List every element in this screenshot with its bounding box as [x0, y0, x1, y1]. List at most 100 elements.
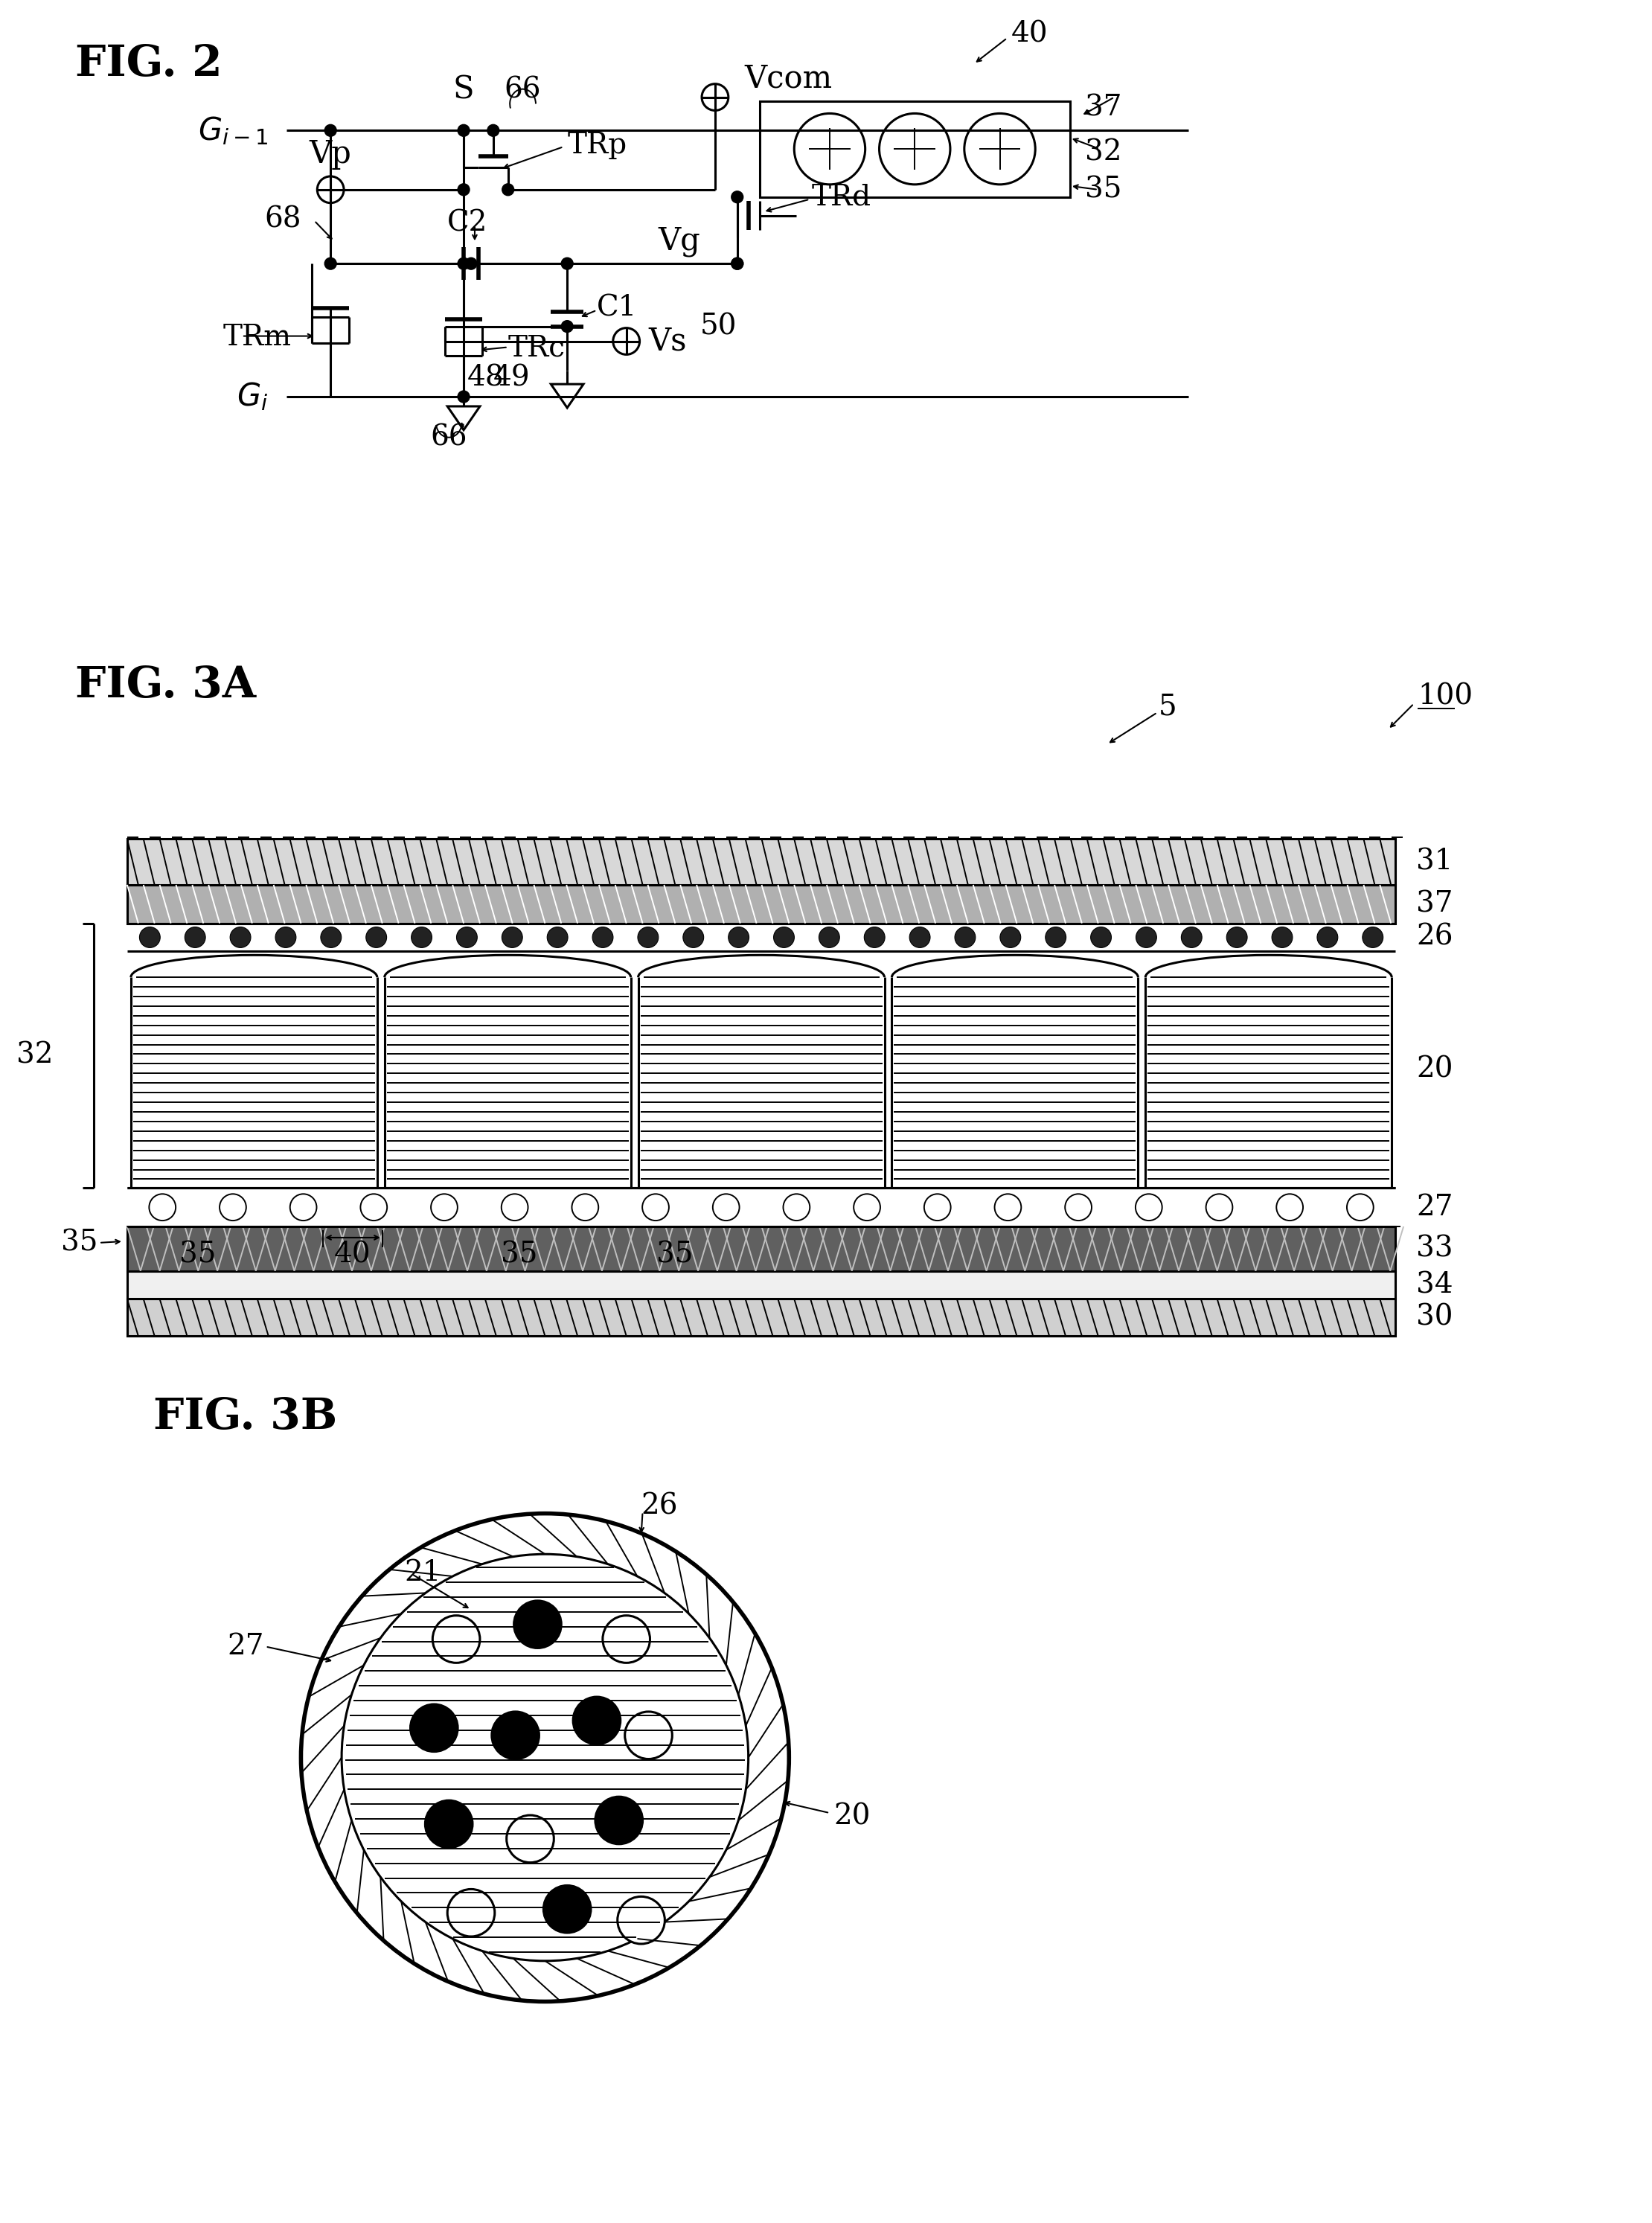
Text: TRc: TRc	[509, 336, 565, 362]
Text: 35: 35	[1085, 176, 1122, 202]
Text: $G_{i-1}$: $G_{i-1}$	[198, 116, 268, 147]
Circle shape	[276, 927, 296, 947]
Circle shape	[955, 927, 975, 947]
Circle shape	[573, 1696, 621, 1745]
Text: 32: 32	[1085, 138, 1122, 167]
Text: FIG. 3B: FIG. 3B	[154, 1396, 337, 1438]
Circle shape	[732, 258, 743, 269]
Bar	[127, 1272, 1396, 1298]
Bar	[127, 1227, 1396, 1272]
Circle shape	[732, 191, 743, 202]
Text: 27: 27	[1416, 1194, 1454, 1220]
Circle shape	[547, 927, 568, 947]
Circle shape	[502, 185, 514, 196]
Circle shape	[773, 927, 795, 947]
Circle shape	[1046, 927, 1066, 947]
Circle shape	[458, 185, 469, 196]
Circle shape	[458, 391, 469, 402]
Circle shape	[514, 1601, 562, 1647]
Circle shape	[367, 927, 387, 947]
Circle shape	[910, 927, 930, 947]
Text: FIG. 2: FIG. 2	[76, 42, 223, 84]
Text: 37: 37	[1416, 889, 1454, 918]
Text: C2: C2	[448, 209, 487, 236]
Text: S: S	[453, 73, 474, 104]
Text: 33: 33	[1416, 1236, 1454, 1263]
Text: 20: 20	[1416, 1056, 1454, 1083]
Circle shape	[325, 124, 337, 136]
Circle shape	[1137, 927, 1156, 947]
Circle shape	[320, 927, 342, 947]
Circle shape	[544, 1885, 591, 1932]
Text: 37: 37	[1085, 96, 1122, 122]
Circle shape	[230, 927, 251, 947]
Circle shape	[1090, 927, 1112, 947]
Text: 35: 35	[501, 1240, 537, 1269]
Text: 66: 66	[431, 425, 468, 451]
Circle shape	[502, 927, 522, 947]
Circle shape	[999, 927, 1021, 947]
Circle shape	[732, 258, 743, 269]
Circle shape	[1363, 927, 1383, 947]
Circle shape	[864, 927, 885, 947]
Text: 34: 34	[1416, 1272, 1454, 1298]
Circle shape	[411, 927, 431, 947]
Text: 35: 35	[61, 1229, 97, 1256]
Circle shape	[487, 124, 499, 136]
Text: 27: 27	[228, 1634, 264, 1661]
Text: 31: 31	[1416, 849, 1452, 876]
Circle shape	[456, 927, 477, 947]
Text: 26: 26	[641, 1492, 677, 1521]
Circle shape	[1226, 927, 1247, 947]
Circle shape	[139, 927, 160, 947]
Circle shape	[624, 1712, 672, 1758]
Text: C1: C1	[596, 293, 638, 322]
Circle shape	[492, 1712, 539, 1758]
Text: FIG. 3A: FIG. 3A	[76, 665, 256, 707]
Text: 35: 35	[178, 1240, 216, 1269]
Text: 68: 68	[264, 205, 301, 233]
Text: TRm: TRm	[223, 325, 292, 351]
Text: $G_i$: $G_i$	[236, 380, 268, 413]
Text: 21: 21	[405, 1558, 441, 1587]
Text: 100: 100	[1417, 682, 1472, 709]
Circle shape	[819, 927, 839, 947]
Circle shape	[682, 927, 704, 947]
Circle shape	[729, 927, 748, 947]
Circle shape	[507, 1816, 553, 1863]
Circle shape	[1272, 927, 1292, 947]
Circle shape	[603, 1616, 649, 1663]
Text: 48: 48	[468, 365, 504, 391]
Text: 35: 35	[656, 1240, 692, 1269]
Circle shape	[466, 258, 477, 269]
Text: 30: 30	[1416, 1303, 1454, 1332]
Text: 32: 32	[17, 1043, 53, 1069]
Circle shape	[433, 1616, 481, 1663]
Text: TRp: TRp	[567, 131, 626, 160]
Circle shape	[618, 1896, 664, 1943]
Bar	[760, 100, 1070, 198]
Circle shape	[562, 258, 573, 269]
Text: Vcom: Vcom	[745, 62, 833, 93]
Circle shape	[325, 258, 337, 269]
Text: 50: 50	[700, 313, 737, 340]
Text: Vg: Vg	[657, 227, 700, 258]
Circle shape	[638, 927, 659, 947]
Circle shape	[458, 124, 469, 136]
Circle shape	[425, 1801, 472, 1847]
Text: 20: 20	[833, 1803, 871, 1830]
Bar	[127, 885, 1396, 923]
Text: TRd: TRd	[811, 182, 871, 211]
Circle shape	[410, 1705, 458, 1752]
Text: 49: 49	[494, 365, 530, 391]
Text: Vp: Vp	[309, 138, 352, 169]
Circle shape	[562, 320, 573, 333]
Bar	[127, 1298, 1396, 1336]
Circle shape	[593, 927, 613, 947]
Text: Vs: Vs	[649, 325, 687, 358]
Circle shape	[448, 1890, 494, 1936]
Circle shape	[595, 1796, 643, 1845]
Text: 40: 40	[1011, 20, 1047, 49]
Circle shape	[185, 927, 205, 947]
Circle shape	[1181, 927, 1203, 947]
